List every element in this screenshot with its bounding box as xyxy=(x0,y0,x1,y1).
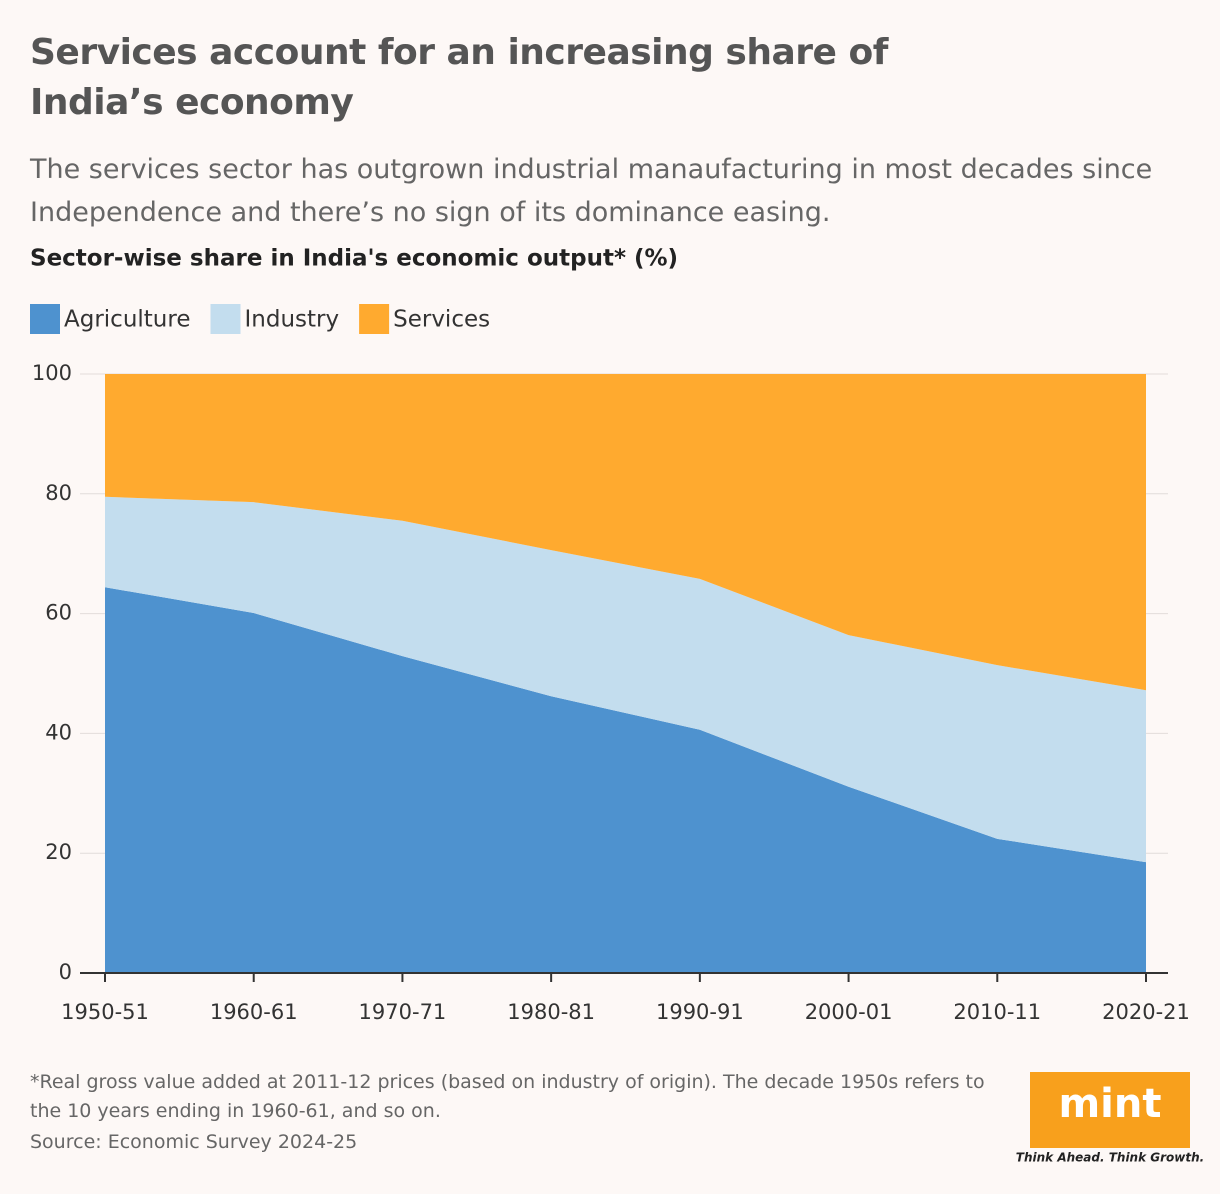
source: Source: Economic Survey 2024-25 xyxy=(30,1131,358,1153)
x-tick-label: 2010-11 xyxy=(953,1000,1041,1024)
x-tick-label: 1960-61 xyxy=(210,1000,298,1024)
area xyxy=(105,587,1146,973)
x-tick-label: 1980-81 xyxy=(507,1000,595,1024)
x-tick-label: 1990-91 xyxy=(656,1000,744,1024)
x-tick-label: 2000-01 xyxy=(805,1000,893,1024)
y-tick-label: 0 xyxy=(59,960,72,984)
x-tick-label: 1970-71 xyxy=(359,1000,447,1024)
x-tick-label: 1950-51 xyxy=(61,1000,149,1024)
chart-title: Sector-wise share in India's economic ou… xyxy=(30,246,678,272)
logo-box xyxy=(1030,1072,1190,1148)
legend-label: Agriculture xyxy=(64,307,191,333)
legend-swatch xyxy=(359,304,390,334)
area xyxy=(105,374,1146,691)
y-tick-label: 40 xyxy=(45,720,72,744)
title: Services account for an increasing share… xyxy=(30,32,888,123)
footnote: *Real gross value added at 2011-12 price… xyxy=(30,1071,985,1122)
legend-label: Services xyxy=(393,307,490,333)
tagline: Think Ahead. Think Growth. xyxy=(1016,1151,1204,1165)
y-tick-label: 60 xyxy=(45,601,72,625)
area xyxy=(105,496,1146,863)
legend-swatch xyxy=(30,304,60,334)
y-tick-label: 100 xyxy=(32,361,72,385)
legend-swatch xyxy=(210,304,241,334)
y-tick-label: 80 xyxy=(45,481,72,505)
x-tick-label: 2020-21 xyxy=(1102,1000,1190,1024)
legend-label: Industry xyxy=(245,307,340,333)
y-tick-label: 20 xyxy=(45,840,72,864)
logo: mint xyxy=(1059,1081,1162,1127)
subtitle: The services sector has outgrown industr… xyxy=(30,154,1153,228)
